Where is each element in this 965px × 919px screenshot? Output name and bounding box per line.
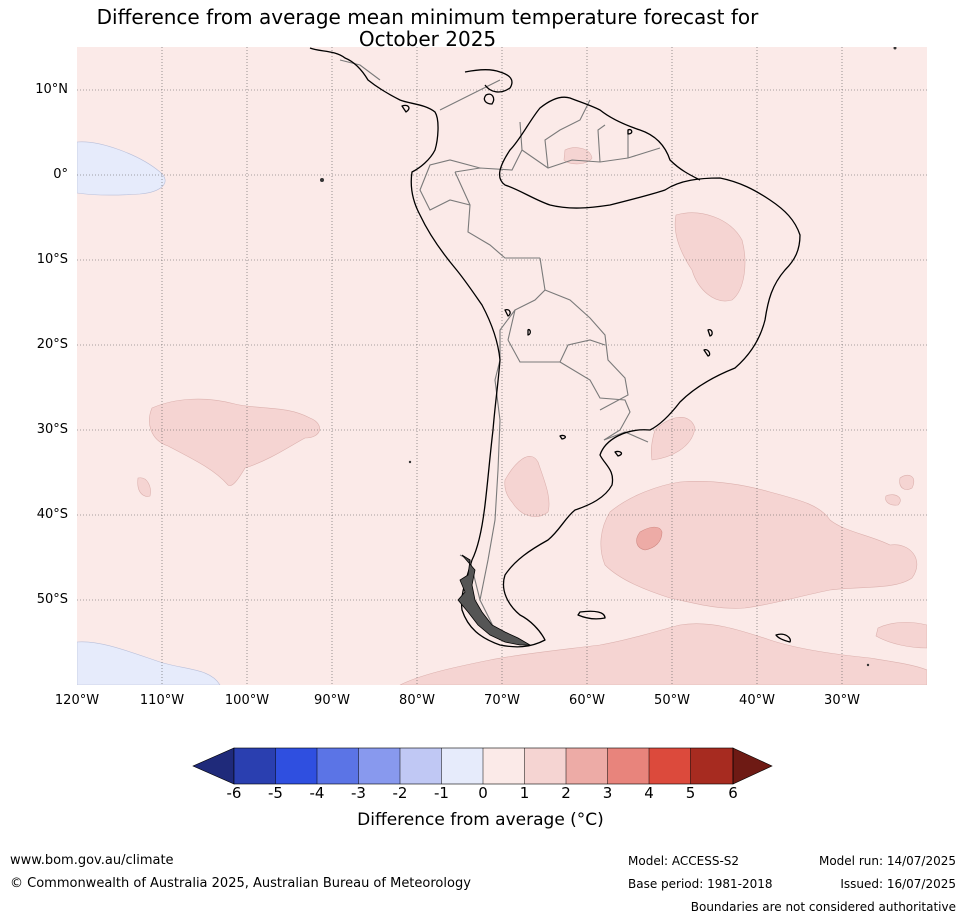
lat-label-40s: 40°S xyxy=(36,507,68,522)
warm-anomaly-southern-ocean xyxy=(399,623,927,685)
lon-label-80w: 80°W xyxy=(399,693,435,708)
warm-anomaly-uruguay xyxy=(650,417,696,461)
colorbar-title: Difference from average (°C) xyxy=(357,810,604,830)
disclaimer-text: Boundaries are not considered authoritat… xyxy=(690,900,956,914)
colorbar-tick: 5 xyxy=(685,784,696,802)
warm-anomaly-pacific xyxy=(149,398,320,486)
lon-label-110w: 110°W xyxy=(139,693,185,708)
lat-label-0: 0° xyxy=(53,167,68,182)
lat-label-10n: 10°N xyxy=(35,82,68,97)
colorbar-tick: -2 xyxy=(392,784,408,802)
lon-label-70w: 70°W xyxy=(484,693,520,708)
lon-label-90w: 90°W xyxy=(314,693,350,708)
colorbar-tick: -6 xyxy=(226,784,242,802)
colorbar-tick: -1 xyxy=(434,784,449,802)
colorbar-tick: -4 xyxy=(309,784,325,802)
colorbar-tick: -3 xyxy=(351,784,366,802)
colorbar-tick: 0 xyxy=(478,784,488,802)
country-borders xyxy=(339,59,661,641)
colorbar-extend-low xyxy=(192,747,235,785)
lon-label-60w: 60°W xyxy=(569,693,605,708)
colorbar-extend-high xyxy=(732,747,773,785)
cool-anomaly-region-south xyxy=(77,641,221,685)
colorbar-tick: -5 xyxy=(268,784,283,802)
warm-anomaly-brazil xyxy=(674,212,746,302)
colorbar xyxy=(192,747,773,785)
lon-label-30w: 30°W xyxy=(824,693,860,708)
colorbar-tick: 2 xyxy=(561,784,571,802)
lon-label-50w: 50°W xyxy=(654,693,690,708)
map-title-line-1: Difference from average mean minimum tem… xyxy=(96,5,759,29)
warm-anomaly-atlantic-east-2 xyxy=(885,494,901,506)
copyright-text: © Commonwealth of Australia 2025, Austra… xyxy=(10,876,471,891)
issued-text: Issued: 16/07/2025 xyxy=(840,877,956,891)
warm-anomaly-south-atlantic xyxy=(600,481,918,609)
islands-minor xyxy=(320,47,897,667)
lat-label-50s: 50°S xyxy=(36,592,68,607)
warm-anomaly-strong xyxy=(636,526,663,551)
warm-anomaly-argentina xyxy=(504,456,550,517)
map-title-line-2: October 2025 xyxy=(358,27,497,51)
lon-label-100w: 100°W xyxy=(224,693,270,708)
cool-anomaly-region-north xyxy=(77,141,166,196)
lon-label-40w: 40°W xyxy=(739,693,775,708)
lat-label-30s: 30°S xyxy=(36,422,68,437)
lat-label-10s: 10°S xyxy=(36,252,68,267)
lon-label-120w: 120°W xyxy=(54,693,100,708)
model-run-text: Model run: 14/07/2025 xyxy=(818,854,956,868)
model-text: Model: ACCESS-S2 xyxy=(628,854,740,868)
coastlines xyxy=(309,47,801,648)
colorbar-tick: 3 xyxy=(602,784,613,802)
lat-label-20s: 20°S xyxy=(36,337,68,352)
website-link[interactable]: www.bom.gov.au/climate xyxy=(10,853,174,868)
warm-anomaly-atlantic-east-3 xyxy=(875,622,927,649)
patagonia-islands xyxy=(457,554,532,646)
colorbar-tick: 6 xyxy=(728,784,738,802)
base-period-text: Base period: 1981-2018 xyxy=(628,877,773,891)
warm-anomaly-atlantic-east-1 xyxy=(899,475,915,490)
warm-anomaly-pacific-small xyxy=(137,477,151,497)
colorbar-tick: 4 xyxy=(644,784,654,802)
graticule xyxy=(77,47,927,685)
colorbar-tick: 1 xyxy=(519,784,530,802)
